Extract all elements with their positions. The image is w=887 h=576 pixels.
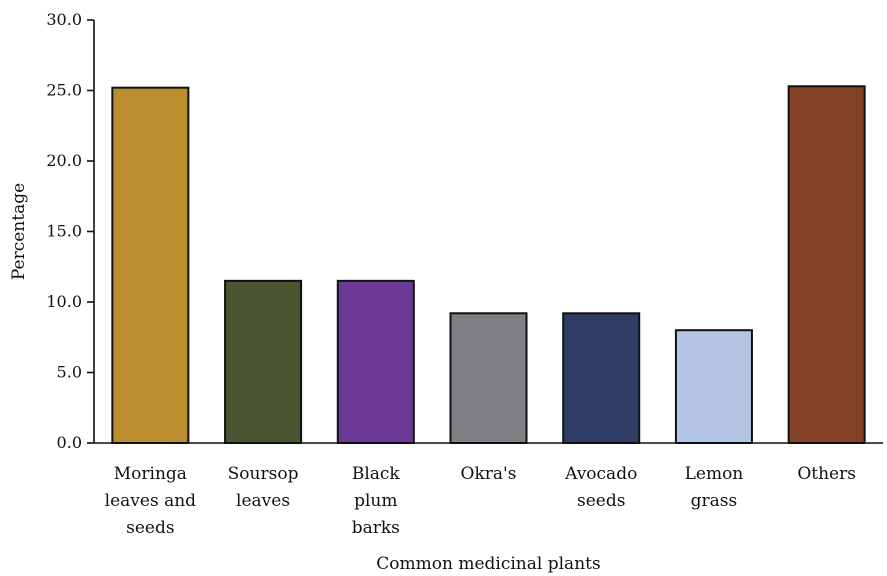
x-category-label: Soursop	[228, 464, 299, 484]
x-category-label: plum	[354, 491, 397, 511]
x-category-label: leaves and	[105, 491, 197, 511]
x-category-label: grass	[691, 491, 738, 511]
x-category-label: Okra's	[461, 464, 517, 484]
y-tick-label: 10.0	[46, 292, 82, 311]
y-tick-label: 25.0	[46, 81, 82, 100]
bar	[224, 279, 303, 444]
y-tick-label: 15.0	[46, 222, 82, 241]
y-axis-title: Percentage	[9, 183, 29, 280]
x-category-label: Avocado	[564, 464, 637, 484]
x-category-label: barks	[352, 518, 400, 538]
bar	[111, 86, 190, 445]
y-tick-label: 0.0	[57, 433, 82, 452]
y-tick-label: 5.0	[57, 363, 82, 382]
x-category-label: seeds	[577, 491, 625, 511]
x-category-label: Lemon	[685, 464, 744, 484]
bar	[336, 279, 415, 444]
bar	[787, 85, 866, 445]
x-category-label: Others	[797, 464, 856, 484]
x-axis-title: Common medicinal plants	[376, 554, 600, 574]
x-category-label: seeds	[126, 518, 174, 538]
y-tick-label: 30.0	[46, 10, 82, 29]
bar	[674, 329, 753, 445]
x-axis-category-labels: Moringa leaves and seeds Soursop leaves Black…	[105, 464, 856, 538]
y-axis-ticks: 0.0 5.0 10.0 15.0 20.0 25.0 30.0	[46, 10, 94, 452]
bars	[111, 85, 866, 445]
bar	[562, 312, 641, 444]
y-tick-label: 20.0	[46, 151, 82, 170]
x-category-label: leaves	[236, 491, 290, 511]
bar	[449, 312, 528, 444]
x-category-label: Moringa	[114, 464, 187, 484]
x-category-label: Black	[352, 464, 401, 484]
